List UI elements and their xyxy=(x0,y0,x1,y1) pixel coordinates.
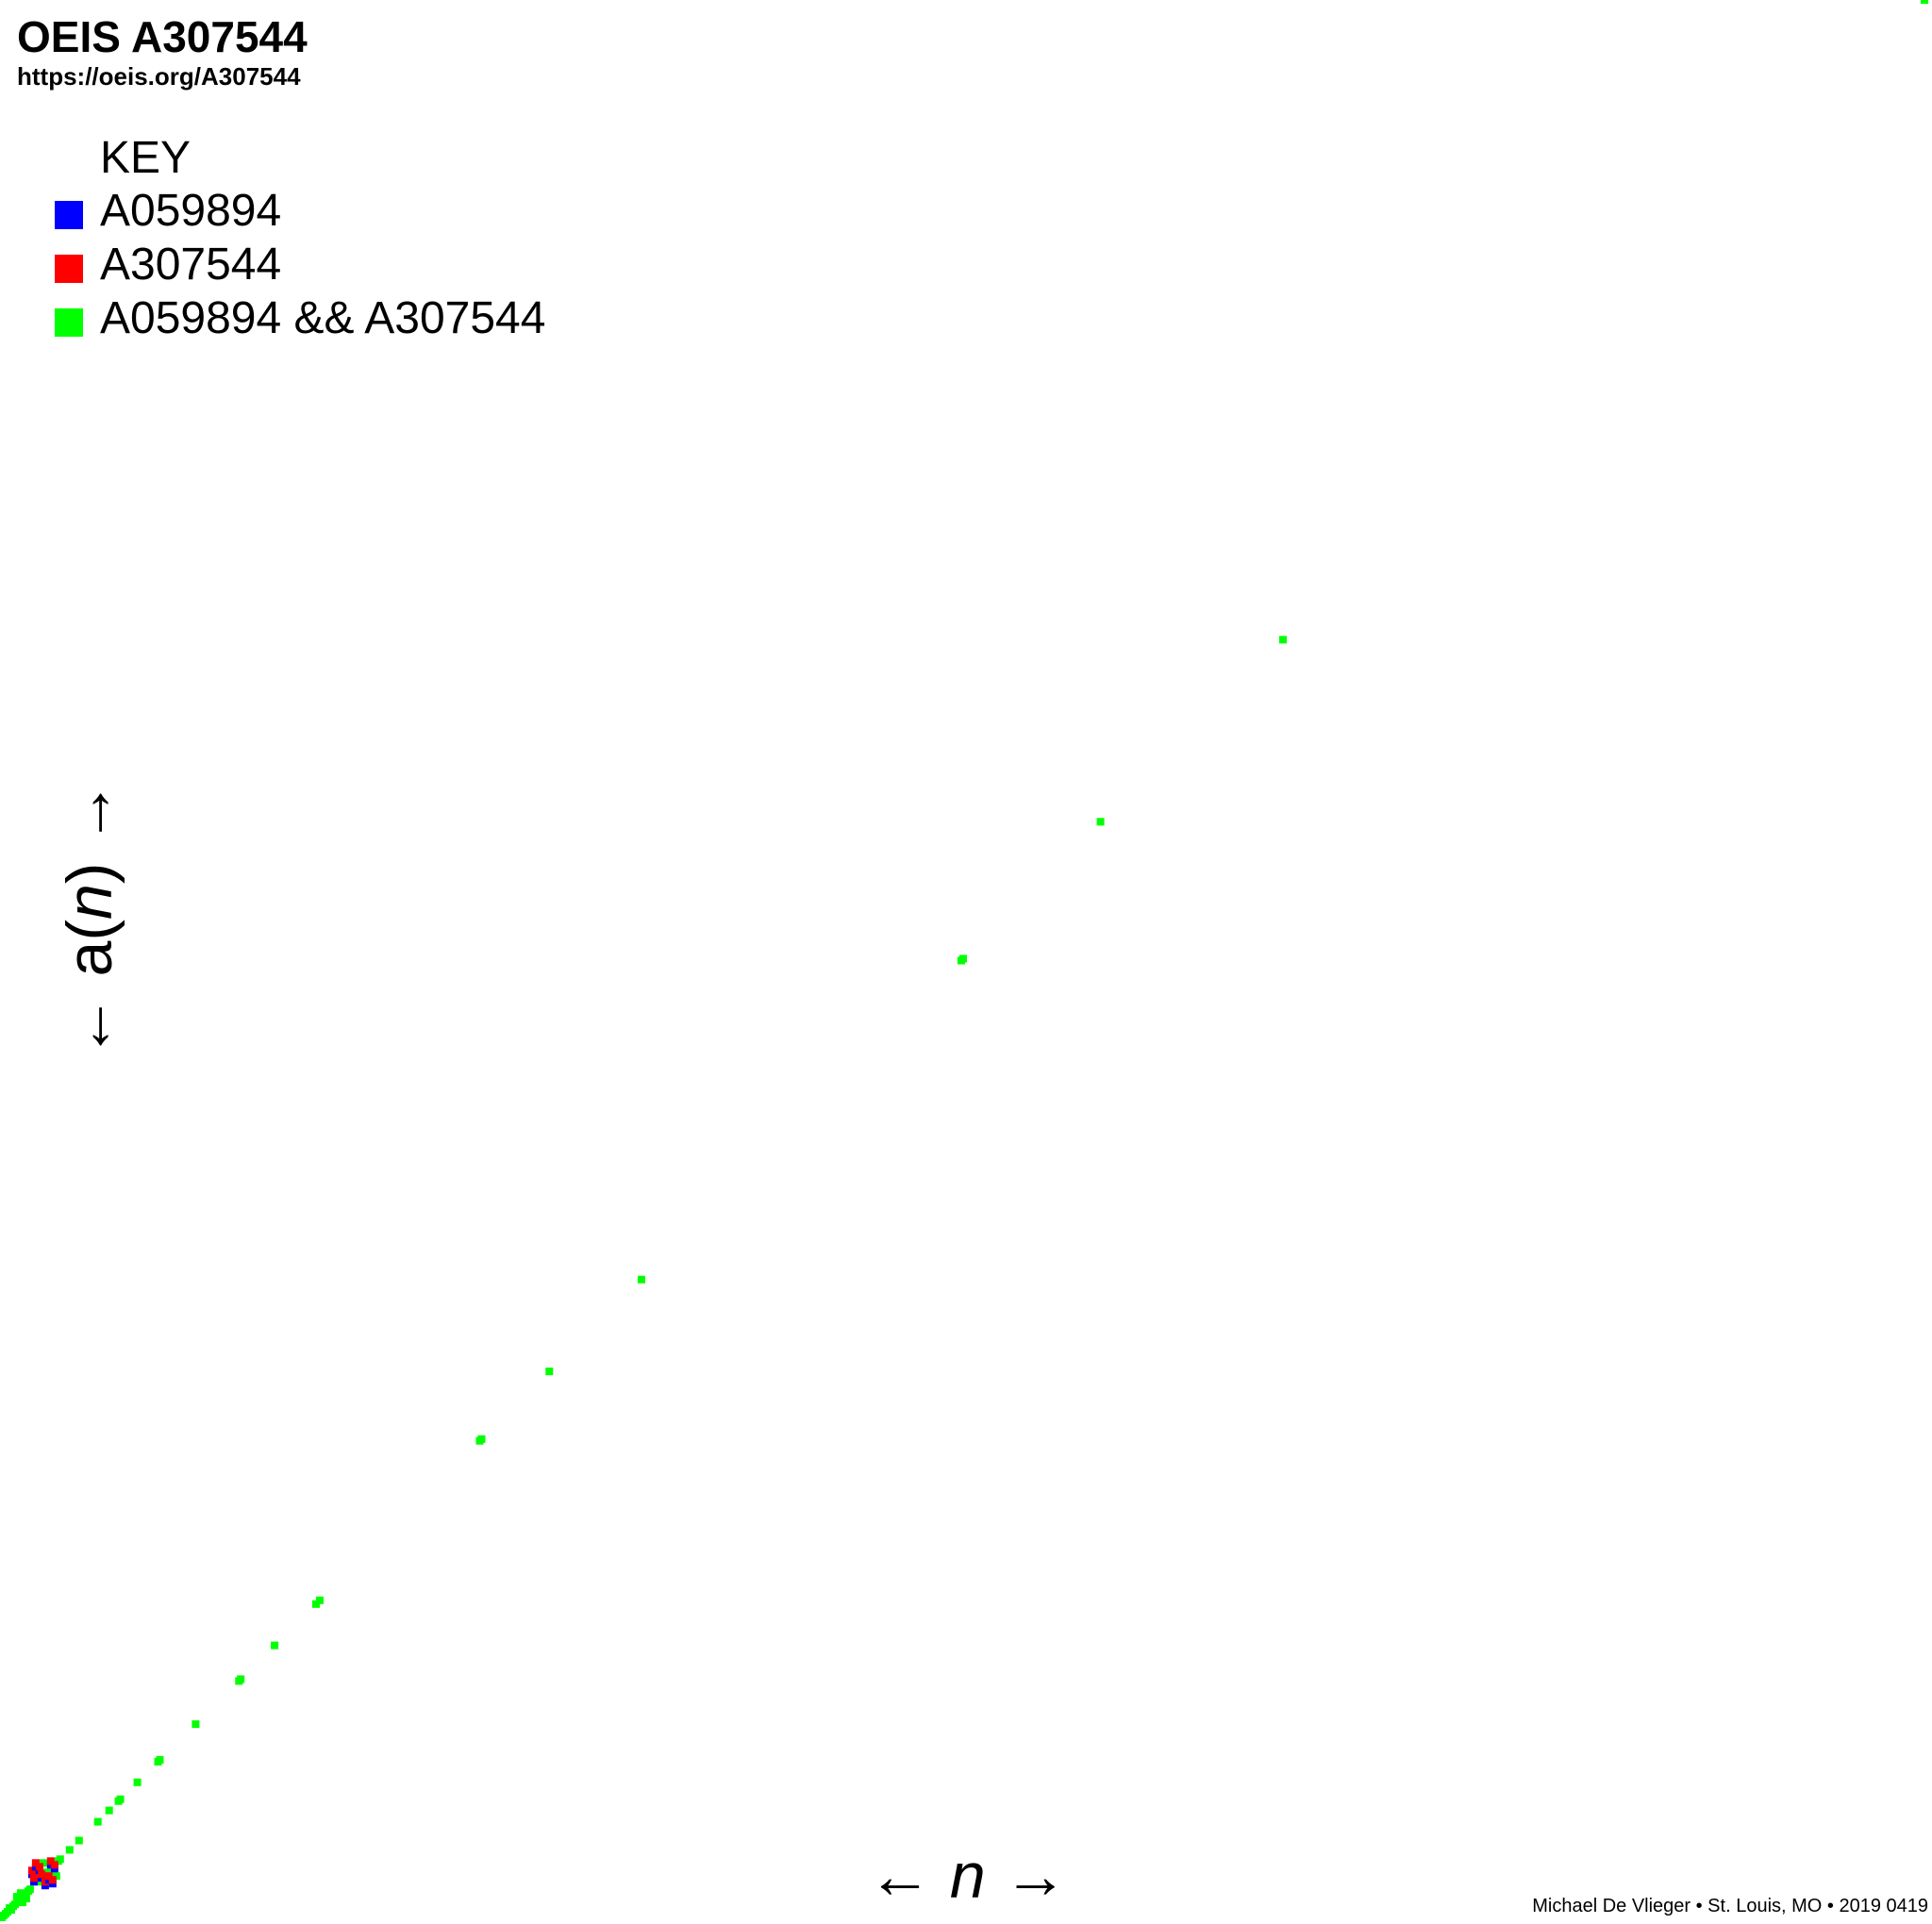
point-both xyxy=(545,1368,554,1376)
y-axis-label-post: ) → xyxy=(54,780,125,885)
point-both xyxy=(156,1755,164,1764)
point-both xyxy=(133,1778,142,1786)
point-both xyxy=(1279,636,1287,644)
x-axis-arrow-right: → xyxy=(985,1840,1068,1912)
point-both xyxy=(105,1806,113,1815)
point-a307544 xyxy=(37,1870,45,1879)
key-label-a059894: A059894 xyxy=(100,186,282,236)
point-both xyxy=(237,1675,245,1684)
y-axis-label-pre: ← a( xyxy=(54,920,125,1059)
point-a307544 xyxy=(35,1863,43,1871)
point-both xyxy=(959,954,967,963)
point-both xyxy=(638,1275,645,1284)
point-both xyxy=(75,1836,83,1845)
y-axis-label-var: n xyxy=(54,884,125,921)
point-both xyxy=(116,1795,125,1803)
page-title: OEIS A307544 xyxy=(17,12,308,61)
point-both xyxy=(1096,818,1105,826)
key-heading: KEY xyxy=(100,133,192,183)
point-both xyxy=(1921,0,1928,4)
point-both xyxy=(192,1720,200,1729)
key-swatch-red xyxy=(55,255,83,283)
point-both xyxy=(477,1435,486,1443)
key-label-both: A059894 && A307544 xyxy=(100,293,546,343)
point-a307544 xyxy=(29,1874,38,1883)
x-axis-label: ← n → xyxy=(868,1839,1068,1913)
oeis-url[interactable]: https://oeis.org/A307544 xyxy=(17,62,301,91)
x-axis-label-var: n xyxy=(949,1840,986,1912)
point-both xyxy=(56,1855,64,1864)
key-swatch-blue xyxy=(55,201,83,229)
point-both xyxy=(25,1885,34,1894)
point-both xyxy=(271,1641,279,1650)
point-both xyxy=(93,1817,102,1826)
point-a307544 xyxy=(48,1876,57,1884)
point-both xyxy=(22,1895,30,1903)
key-label-a307544: A307544 xyxy=(100,240,282,290)
y-axis-label: ← a(n) → xyxy=(53,781,126,1059)
x-axis-arrow-left: ← xyxy=(868,1840,950,1912)
point-a307544 xyxy=(50,1861,58,1869)
key-swatch-green xyxy=(55,308,83,337)
point-both xyxy=(65,1846,74,1854)
point-both xyxy=(316,1596,324,1604)
credit-line: Michael De Vlieger • St. Louis, MO • 201… xyxy=(1532,1896,1928,1916)
